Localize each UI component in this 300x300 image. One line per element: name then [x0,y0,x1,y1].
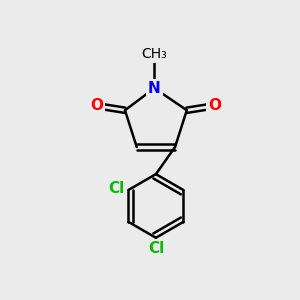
Text: Cl: Cl [108,181,125,196]
Text: Cl: Cl [148,242,164,256]
Text: N: N [148,81,161,96]
Text: O: O [91,98,103,113]
Text: O: O [208,98,221,113]
Text: CH₃: CH₃ [142,47,167,61]
